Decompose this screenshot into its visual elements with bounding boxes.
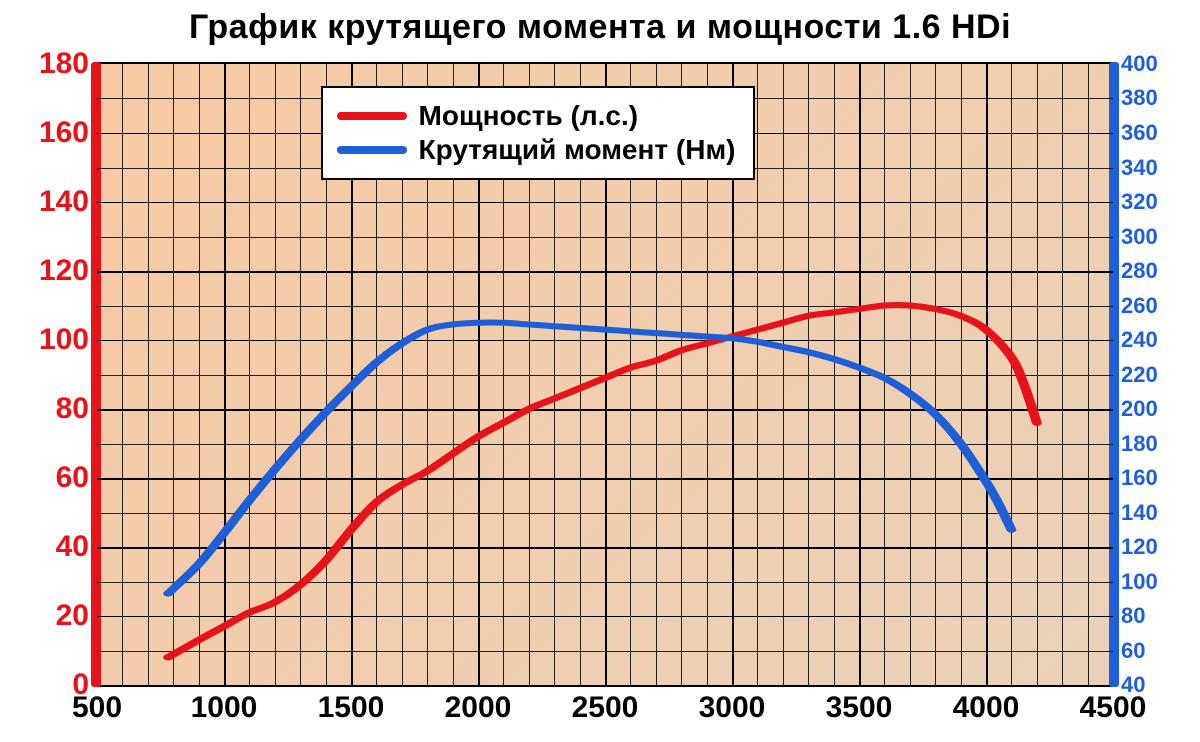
- y-right-tick-label: 220: [1113, 362, 1158, 388]
- y-left-tick-label: 160: [39, 116, 97, 150]
- y-right-tick-label: 100: [1113, 569, 1158, 595]
- y-right-tick-label: 360: [1113, 120, 1158, 146]
- y-right-tick-label: 120: [1113, 534, 1158, 560]
- series-torque: [168, 323, 1011, 594]
- y-right-tick-label: 320: [1113, 189, 1158, 215]
- y-right-tick-label: 240: [1113, 327, 1158, 353]
- y-left-tick-label: 140: [39, 185, 97, 219]
- torque-power-chart: График крутящего момента и мощности 1.6 …: [0, 0, 1200, 742]
- y-left-tick-label: 40: [56, 530, 97, 564]
- y-right-tick-label: 140: [1113, 500, 1158, 526]
- y-left-tick-label: 180: [39, 47, 97, 81]
- y-right-tick-label: 340: [1113, 155, 1158, 181]
- y-left-tick-label: 20: [56, 599, 97, 633]
- x-tick-label: 1000: [191, 685, 258, 725]
- legend-row: Мощность (л.с.): [337, 100, 736, 132]
- y-left-tick-label: 120: [39, 254, 97, 288]
- x-tick-label: 500: [72, 685, 122, 725]
- x-tick-label: 4000: [953, 685, 1020, 725]
- x-tick-label: 2500: [572, 685, 639, 725]
- series-power: [168, 305, 1037, 657]
- y-left-tick-label: 80: [56, 392, 97, 426]
- y-right-tick-label: 280: [1113, 258, 1158, 284]
- y-left-tick-label: 100: [39, 323, 97, 357]
- legend-swatch: [337, 146, 407, 154]
- y-right-tick-label: 300: [1113, 224, 1158, 250]
- chart-title: График крутящего момента и мощности 1.6 …: [0, 8, 1200, 47]
- y-right-tick-label: 180: [1113, 431, 1158, 457]
- y-right-tick-label: 200: [1113, 396, 1158, 422]
- plot-area: Мощность (л.с.)Крутящий момент (Нм) 0204…: [95, 62, 1115, 687]
- x-tick-label: 1500: [318, 685, 385, 725]
- x-tick-label: 3500: [826, 685, 893, 725]
- y-left-tick-label: 60: [56, 461, 97, 495]
- y-right-tick-label: 60: [1113, 638, 1145, 664]
- y-right-tick-label: 160: [1113, 465, 1158, 491]
- x-tick-label: 4500: [1080, 685, 1147, 725]
- legend-label: Крутящий момент (Нм): [419, 134, 736, 166]
- y-right-tick-label: 80: [1113, 603, 1145, 629]
- legend-label: Мощность (л.с.): [419, 100, 639, 132]
- y-right-tick-label: 400: [1113, 51, 1158, 77]
- y-right-tick-label: 380: [1113, 85, 1158, 111]
- legend-row: Крутящий момент (Нм): [337, 134, 736, 166]
- x-tick-label: 3000: [699, 685, 766, 725]
- y-right-tick-label: 260: [1113, 293, 1158, 319]
- legend-swatch: [337, 112, 407, 120]
- legend-box: Мощность (л.с.)Крутящий момент (Нм): [321, 86, 756, 180]
- x-tick-label: 2000: [445, 685, 512, 725]
